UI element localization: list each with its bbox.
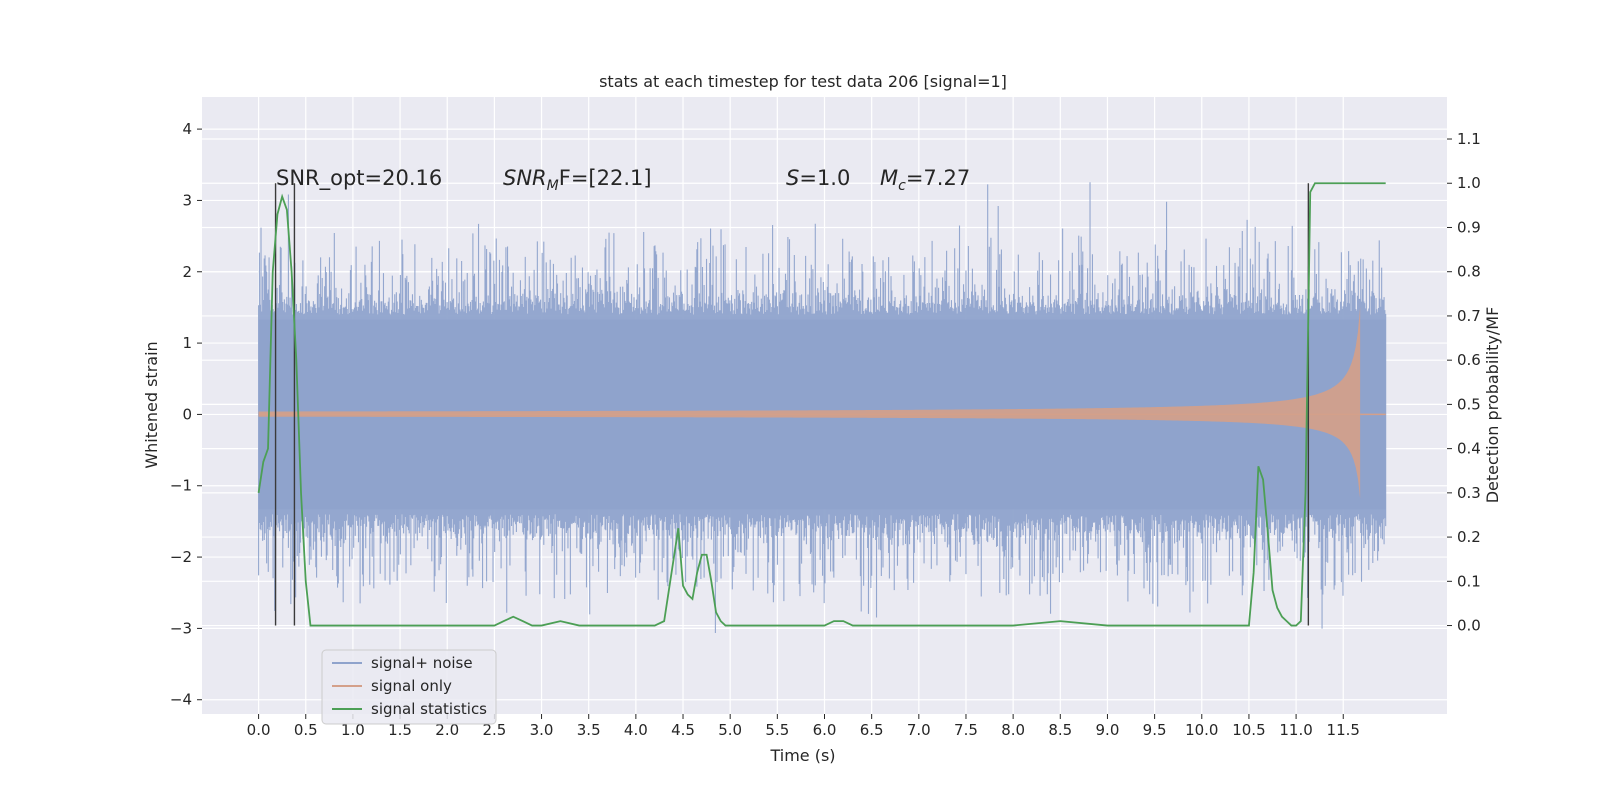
annotation-snr-mf: SNRMF=[22.1] <box>503 166 652 194</box>
x-tick-label: 2.5 <box>482 721 506 739</box>
y2-tick-label: 0.8 <box>1457 263 1481 281</box>
annotation-snr-opt: SNR_opt=20.16 <box>276 166 442 191</box>
y2-tick-label: 0.4 <box>1457 440 1481 458</box>
x-tick-label: 6.0 <box>813 721 837 739</box>
y2-tick-label: 0.1 <box>1457 572 1481 590</box>
x-tick-label: 3.5 <box>577 721 601 739</box>
x-tick-label: 11.0 <box>1279 721 1312 739</box>
y2-tick-label: 0.7 <box>1457 307 1481 325</box>
x-tick-label: 10.0 <box>1185 721 1218 739</box>
y2-tick-label: 1.1 <box>1457 130 1481 148</box>
y2-tick-label: 0.5 <box>1457 395 1481 413</box>
x-tick-label: 10.5 <box>1232 721 1265 739</box>
legend-label-signal-statistics: signal statistics <box>371 700 487 718</box>
annotation-s: S=1.0 <box>786 166 850 190</box>
snr-mf-suffix: F=[22.1] <box>559 166 652 190</box>
y-tick-label: 2 <box>182 263 192 281</box>
x-tick-label: 9.5 <box>1143 721 1167 739</box>
x-tick-label: 4.0 <box>624 721 648 739</box>
y-tick-label: 0 <box>182 405 192 423</box>
legend-label-signal-noise: signal+ noise <box>371 654 473 672</box>
y-tick-label: −2 <box>170 548 192 566</box>
x-tick-label: 5.5 <box>765 721 789 739</box>
chart-title: stats at each timestep for test data 206… <box>599 72 1007 91</box>
x-tick-label: 8.0 <box>1001 721 1025 739</box>
x-tick-label: 8.5 <box>1048 721 1072 739</box>
legend-box <box>321 649 497 725</box>
mc-suffix: =7.27 <box>906 166 970 190</box>
mc-prefix: M <box>880 166 898 190</box>
y2-tick-label: 0.6 <box>1457 351 1481 369</box>
x-tick-label: 3.0 <box>530 721 554 739</box>
snr-mf-sub: M <box>547 178 559 194</box>
y-tick-label: −4 <box>170 691 192 709</box>
y2-tick-label: 0.0 <box>1457 617 1481 635</box>
y-axis-label: Whitened strain <box>142 341 161 468</box>
y-tick-label: 4 <box>182 120 192 138</box>
x-tick-label: 4.5 <box>671 721 695 739</box>
signal-statistics-line <box>257 182 1386 627</box>
annotation-mc: Mc=7.27 <box>880 166 970 194</box>
legend-label-signal-only: signal only <box>371 677 452 695</box>
y2-tick-label: 0.2 <box>1457 528 1481 546</box>
axes: 0.0 0.5 1.0 1.5 2.0 2.5 3.0 3.5 4.0 4.5 5.0 5.5 6.0 6… <box>170 120 1481 739</box>
y2-axis-label: Detection probability/MF <box>1483 307 1502 504</box>
x-axis-label: Time (s) <box>769 746 835 765</box>
y2-tick-label: 1.0 <box>1457 174 1481 192</box>
y-tick-label: 1 <box>182 334 192 352</box>
x-tick-label: 2.0 <box>435 721 459 739</box>
mc-sub: c <box>898 178 906 194</box>
x-tick-label: 1.5 <box>388 721 412 739</box>
y2-tick-label: 0.3 <box>1457 484 1481 502</box>
x-tick-label: 7.5 <box>954 721 978 739</box>
x-tick-label: 0.0 <box>247 721 271 739</box>
x-tick-label: 0.5 <box>294 721 318 739</box>
series-signal-only <box>258 306 1386 499</box>
x-tick-label: 6.5 <box>860 721 884 739</box>
x-tick-label: 11.5 <box>1327 721 1360 739</box>
s-prefix: S <box>786 166 799 190</box>
y2-tick-label: 0.9 <box>1457 218 1481 236</box>
legend: signal+ noise signal only signal statist… <box>321 649 497 725</box>
y-tick-label: 3 <box>182 191 192 209</box>
series-signal-statistics <box>257 182 1386 627</box>
x-tick-label: 5.0 <box>718 721 742 739</box>
s-suffix: =1.0 <box>799 166 850 190</box>
x-tick-label: 7.0 <box>907 721 931 739</box>
y-tick-label: −3 <box>170 619 192 637</box>
x-tick-label: 9.0 <box>1096 721 1120 739</box>
snr-mf-prefix: SNR <box>503 166 547 190</box>
y-tick-label: −1 <box>170 477 192 495</box>
x-tick-label: 1.0 <box>341 721 365 739</box>
